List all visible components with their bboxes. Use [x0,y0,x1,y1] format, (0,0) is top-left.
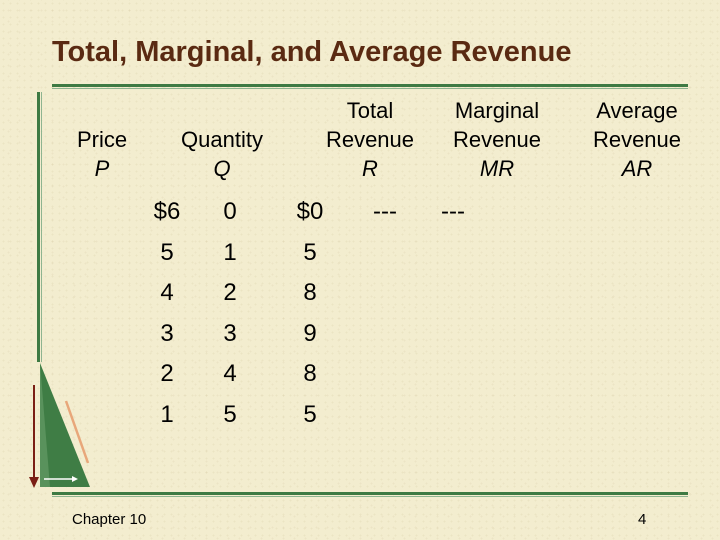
quantity-cell: 2 [223,279,237,307]
page-number: 4 [638,511,647,528]
header-price: Price P [76,127,128,181]
top-rule-thin [52,88,688,89]
price-cell: 1 [160,400,174,428]
header-quantity: Quantity Q [181,127,263,181]
total-revenue-cell: 8 [303,360,317,388]
header-marginal-revenue: Marginal Revenue MR [452,98,542,181]
decorative-triangle-logo [29,363,90,488]
quantity-cell: 0 [223,198,237,225]
column-total-revenue: $0 5 8 9 8 5 [282,192,338,436]
bottom-rule-thin [52,496,688,497]
price-cell: 3 [160,319,174,347]
column-marginal-revenue: --- [360,192,410,233]
slide-title: Total, Marginal, and Average Revenue [52,36,572,68]
marginal-revenue-cell: --- [373,198,397,225]
bottom-rule [52,492,688,495]
total-revenue-cell: $0 [296,198,324,225]
header-total-revenue: Total Revenue R [325,98,415,181]
price-cell: $6 [153,198,181,225]
header-average-revenue: Average Revenue AR [592,98,682,181]
total-revenue-cell: 5 [303,400,317,428]
top-rule [52,84,688,87]
quantity-cell: 4 [223,360,237,388]
left-rule [37,92,40,362]
chapter-label: Chapter 10 [72,511,147,528]
column-average-revenue: --- [428,192,478,233]
price-cell: 2 [160,360,174,388]
total-revenue-cell: 5 [303,238,317,266]
price-cell: 4 [160,279,174,307]
total-revenue-cell: 8 [303,279,317,307]
quantity-cell: 5 [223,400,237,428]
column-quantity: 0 1 2 3 4 5 [210,192,250,436]
quantity-cell: 3 [223,319,237,347]
total-revenue-cell: 9 [303,319,317,347]
quantity-cell: 1 [223,238,237,266]
price-cell: 5 [160,238,174,266]
column-price: $6 5 4 3 2 1 [138,192,196,436]
left-rule-thin [41,92,42,362]
average-revenue-cell: --- [441,198,465,225]
